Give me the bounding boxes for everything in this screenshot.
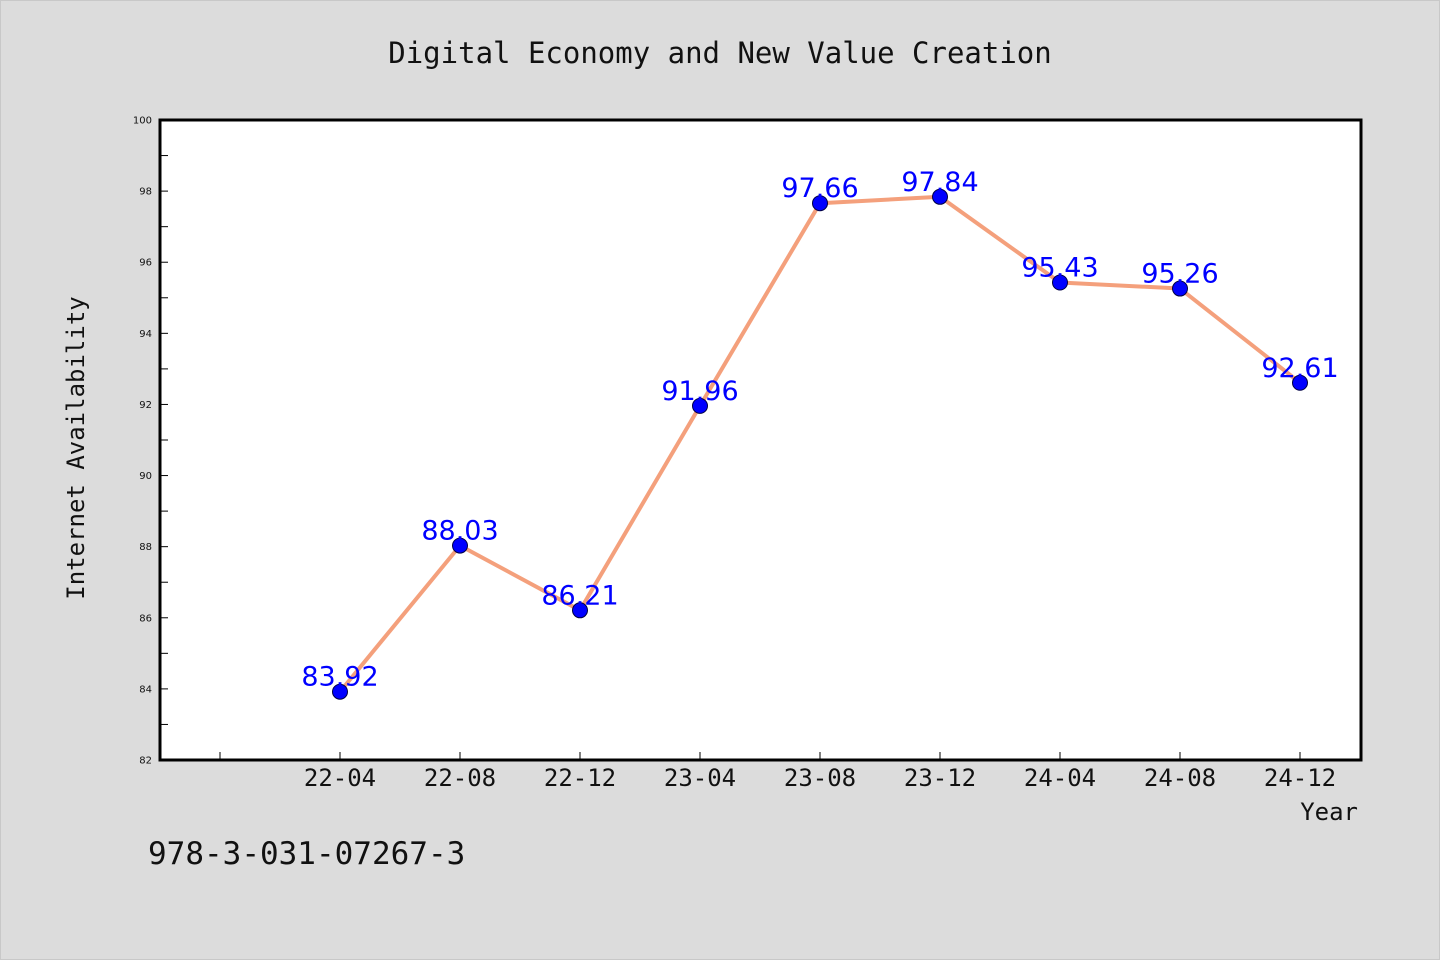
x-tick-label: 23-04 xyxy=(664,764,736,792)
x-tick-label: 23-12 xyxy=(904,764,976,792)
x-axis: 22-04 22-08 22-12 23-04 23-08 23-12 24-04 24-08… xyxy=(219,752,1336,792)
y-tick-label: 82 xyxy=(139,756,152,767)
data-label: 92.61 xyxy=(1261,353,1338,384)
data-point xyxy=(1052,274,1068,291)
y-tick-label: 96 xyxy=(139,258,152,269)
y-tick-label: 92 xyxy=(139,400,152,411)
x-tick-label: 23-08 xyxy=(784,764,856,792)
series-layer: 83.92 88.03 86.21 91.96 97.66 97.84 95.43 95.26… xyxy=(301,167,1339,700)
data-point xyxy=(572,602,588,619)
x-tick-label: 22-12 xyxy=(544,764,616,792)
data-point xyxy=(452,537,468,554)
x-tick-label: 24-12 xyxy=(1264,764,1336,792)
data-label: 83.92 xyxy=(301,662,378,693)
x-tick-label: 24-04 xyxy=(1024,764,1096,792)
isbn-text: 978-3-031-07267-3 xyxy=(148,836,465,872)
data-point xyxy=(692,397,708,414)
y-tick-label: 94 xyxy=(139,329,152,340)
y-tick-label: 88 xyxy=(139,542,152,553)
data-label: 97.84 xyxy=(901,167,978,198)
x-tick-label: 22-04 xyxy=(304,764,376,792)
x-tick-label: 22-08 xyxy=(424,764,496,792)
data-label: 95.26 xyxy=(1141,259,1218,290)
y-tick-label: 100 xyxy=(133,116,152,127)
y-tick-label: 86 xyxy=(139,613,152,624)
y-axis-title: Internet Availability xyxy=(62,296,90,599)
chart-title: Digital Economy and New Value Creation xyxy=(388,36,1051,70)
data-label: 97.66 xyxy=(781,173,858,204)
y-tick-label: 98 xyxy=(139,187,152,198)
plot-area xyxy=(158,118,1363,762)
data-label: 91.96 xyxy=(661,376,738,407)
y-axis: 82 84 86 88 90 92 94 96 98 100 xyxy=(133,116,168,767)
y-tick-label: 90 xyxy=(139,471,152,482)
data-point xyxy=(812,195,828,212)
data-point xyxy=(1292,374,1308,391)
data-point xyxy=(332,683,348,700)
data-label: 95.43 xyxy=(1021,252,1098,283)
x-axis-title: Year xyxy=(1300,798,1358,826)
data-label: 86.21 xyxy=(541,580,618,611)
data-point xyxy=(932,188,948,205)
x-tick-label: 24-08 xyxy=(1144,764,1216,792)
y-tick-label: 84 xyxy=(139,684,152,695)
data-label: 88.03 xyxy=(421,516,498,547)
data-point xyxy=(1172,280,1188,297)
